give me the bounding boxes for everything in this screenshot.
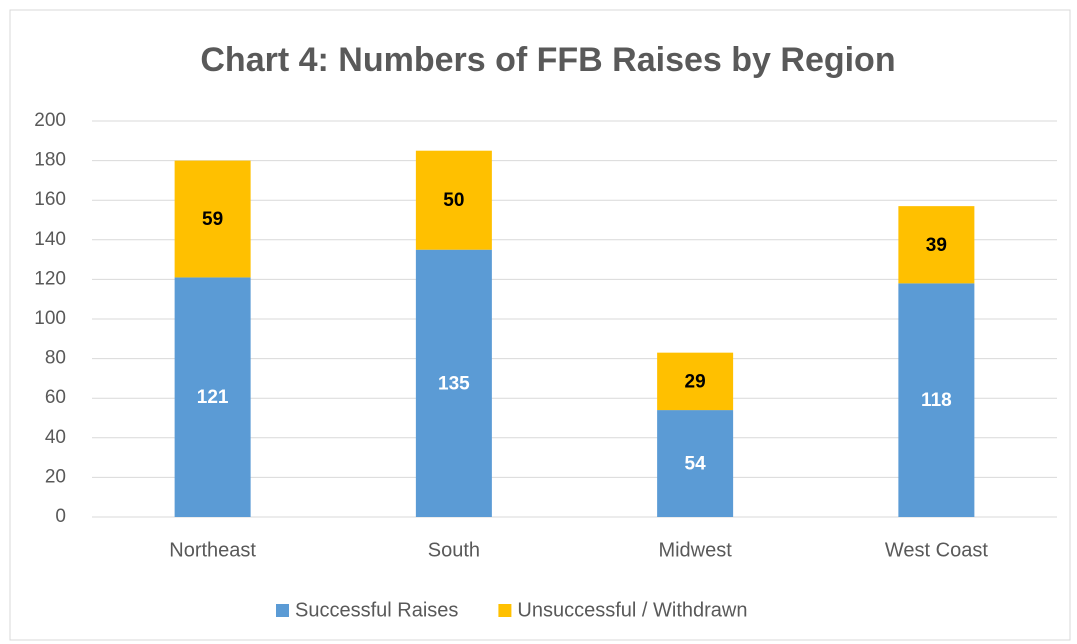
legend-swatch — [498, 604, 512, 617]
bar-segment — [657, 410, 734, 517]
y-tick-label: 180 — [34, 150, 66, 171]
legend-swatch — [276, 604, 289, 617]
x-tick-label: Midwest — [658, 539, 732, 561]
data-label: 54 — [685, 454, 707, 475]
bar-segment — [174, 160, 251, 278]
data-label: 118 — [921, 390, 952, 411]
y-tick-label: 200 — [34, 110, 66, 131]
bar-segment — [657, 352, 734, 411]
y-tick-label: 40 — [45, 427, 66, 448]
y-tick-label: 120 — [34, 268, 66, 289]
y-tick-label: 60 — [45, 387, 66, 408]
x-tick-label: West Coast — [885, 539, 988, 561]
bar-segment — [415, 150, 492, 250]
x-tick-label: Northeast — [169, 539, 256, 561]
x-tick-label: South — [428, 539, 480, 561]
y-tick-label: 160 — [34, 189, 66, 210]
bar-segment — [898, 206, 975, 284]
y-tick-label: 140 — [34, 229, 66, 250]
legend-label: Unsuccessful / Withdrawn — [517, 599, 747, 621]
data-label: 59 — [202, 209, 223, 230]
y-tick-label: 80 — [45, 348, 66, 369]
chart-title: Chart 4: Numbers of FFB Raises by Region — [200, 41, 895, 79]
legend-label: Successful Raises — [295, 599, 458, 621]
bar-segment — [898, 283, 975, 517]
y-tick-label: 20 — [45, 466, 66, 487]
y-tick-label: 100 — [34, 308, 66, 329]
data-label: 135 — [438, 373, 470, 394]
y-tick-label: 0 — [55, 506, 66, 527]
data-label: 29 — [685, 371, 706, 392]
bar-segment — [174, 277, 251, 517]
data-label: 121 — [197, 387, 229, 408]
bar-segment — [415, 249, 492, 517]
data-label: 39 — [926, 235, 947, 256]
data-label: 50 — [443, 190, 464, 211]
